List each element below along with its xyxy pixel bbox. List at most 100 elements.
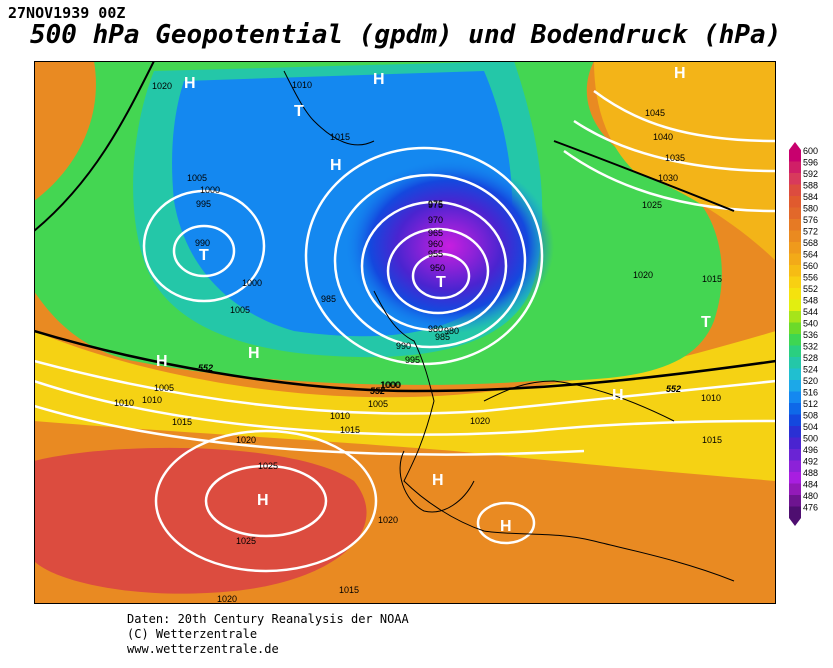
legend-swatch	[789, 472, 801, 484]
legend-swatch	[789, 437, 801, 449]
low-center: T	[436, 274, 446, 291]
legend-label: 580	[803, 204, 818, 214]
isobar-label: 1020	[152, 81, 172, 91]
isobar-label: 1015	[339, 585, 359, 595]
legend-swatch	[789, 391, 801, 403]
legend-swatch	[789, 414, 801, 426]
legend-label: 588	[803, 181, 818, 191]
low-center: T	[294, 103, 304, 120]
height-labels: 552 552 552	[198, 363, 681, 396]
isobar-label: 975	[428, 199, 443, 209]
field-right-orange	[594, 61, 776, 261]
legend-label: 500	[803, 434, 818, 444]
legend-label: 548	[803, 296, 818, 306]
legend-swatch	[789, 403, 801, 415]
legend-swatch	[789, 230, 801, 242]
isobar-label: 1000	[380, 380, 400, 390]
legend-label: 488	[803, 468, 818, 478]
field-left-orange	[34, 61, 96, 201]
isobar-label: 1005	[368, 399, 388, 409]
legend-label: 492	[803, 457, 818, 467]
isobar-label: 1010	[114, 398, 134, 408]
legend-swatch	[789, 460, 801, 472]
isobar-label: 1015	[702, 435, 722, 445]
isobar-label: 970	[428, 215, 443, 225]
chart-date: 27NOV1939 00Z	[8, 4, 126, 22]
legend-swatch	[789, 322, 801, 334]
isobar-label: 955	[428, 249, 443, 259]
isobar-label: 1035	[665, 153, 685, 163]
legend-label: 568	[803, 238, 818, 248]
legend-swatch	[789, 288, 801, 300]
isobar-label: 950	[430, 263, 445, 273]
legend-label: 544	[803, 307, 818, 317]
coastlines	[283, 70, 735, 582]
legend-label: 600	[803, 146, 818, 156]
isobar-label: 1020	[236, 435, 256, 445]
high-center: H	[184, 75, 196, 92]
legend-label: 516	[803, 388, 818, 398]
height-label: 552	[666, 384, 681, 394]
legend-label: 496	[803, 445, 818, 455]
pressure-labels: 1020 1010 1015 1005 1000 995 990 985 980…	[114, 80, 722, 604]
height-label: 552	[370, 386, 385, 396]
isobar-label: 980	[428, 324, 443, 334]
height-contour-upper	[34, 61, 155, 232]
legend-label: 564	[803, 250, 818, 260]
legend-label: 552	[803, 284, 818, 294]
isobar-label: 1000	[242, 278, 262, 288]
isobar-label: 985	[321, 294, 336, 304]
legend-swatch	[789, 219, 801, 231]
isobar-label: 990	[195, 238, 210, 248]
isobar-label: 1015	[702, 274, 722, 284]
isobar-label: 995	[405, 355, 420, 365]
legend-label: 520	[803, 376, 818, 386]
legend-swatch	[789, 483, 801, 495]
legend-swatch	[789, 196, 801, 208]
isobar-label: 1005	[187, 173, 207, 183]
legend-swatch	[789, 334, 801, 346]
isobar-label: 1010	[142, 395, 162, 405]
isobar-label: 1025	[236, 536, 256, 546]
legend-swatch	[789, 506, 801, 518]
weather-map: 1020 1010 1015 1005 1000 995 990 985 980…	[34, 61, 776, 604]
legend-label: 540	[803, 319, 818, 329]
isobar-label: 1000	[200, 185, 220, 195]
low-center: T	[701, 314, 711, 331]
legend-label: 512	[803, 399, 818, 409]
isobar-label: 985	[435, 332, 450, 342]
isobar-label: 1040	[653, 132, 673, 142]
high-center: H	[432, 472, 444, 489]
isobar-label: 1025	[258, 461, 278, 471]
legend-swatch	[789, 150, 801, 162]
high-center: H	[612, 387, 624, 404]
legend-label: 504	[803, 422, 818, 432]
legend-label: 592	[803, 169, 818, 179]
legend-arrow-top	[789, 142, 801, 150]
isobar-label: 1020	[470, 416, 490, 426]
legend-label: 536	[803, 330, 818, 340]
high-center: H	[500, 518, 512, 535]
legend-swatch	[789, 345, 801, 357]
isobar-label: 1030	[658, 173, 678, 183]
legend-arrow-bottom	[789, 518, 801, 526]
legend-swatch	[789, 265, 801, 277]
legend-label: 576	[803, 215, 818, 225]
legend-swatch	[789, 299, 801, 311]
legend-label: 532	[803, 342, 818, 352]
legend-swatch	[789, 173, 801, 185]
isobar-label: 1010	[330, 411, 350, 421]
isobar-label: 1005	[230, 305, 250, 315]
legend-label: 560	[803, 261, 818, 271]
isobar-label: 1020	[217, 594, 237, 604]
legend-label: 528	[803, 353, 818, 363]
height-label: 552	[198, 363, 213, 373]
footer-url: www.wetterzentrale.de	[127, 642, 279, 656]
isobar-label: 960	[428, 239, 443, 249]
high-center: H	[373, 71, 385, 88]
isobar-label: 990	[396, 341, 411, 351]
legend-swatch	[789, 380, 801, 392]
legend-label: 596	[803, 158, 818, 168]
height-contour-552	[34, 329, 776, 393]
